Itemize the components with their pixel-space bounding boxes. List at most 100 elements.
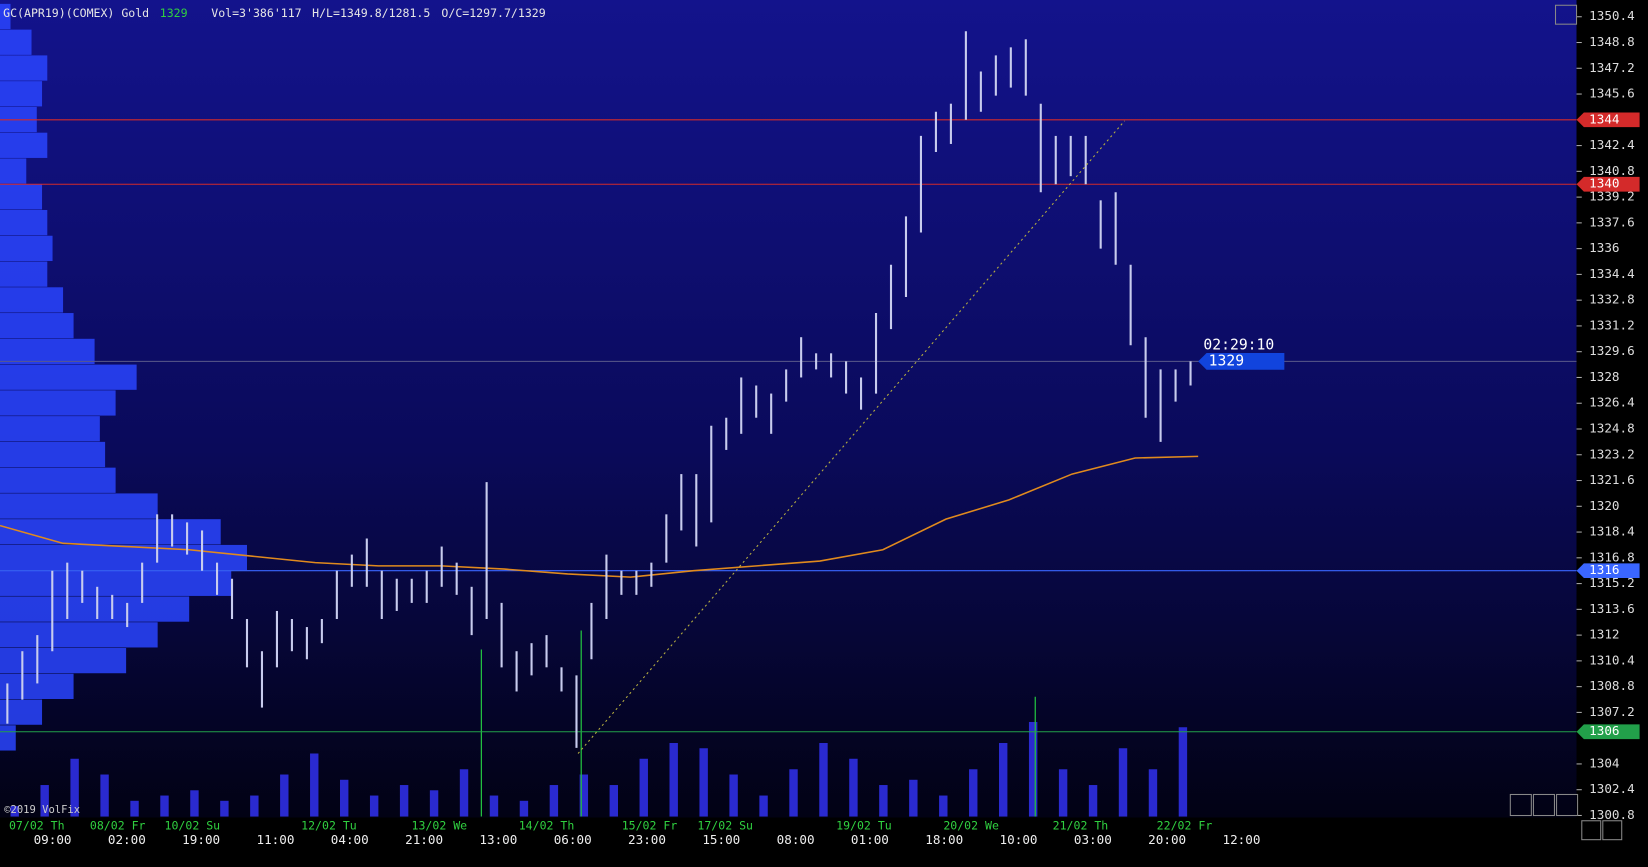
profile-bar	[0, 132, 48, 158]
volume-bar	[759, 795, 768, 817]
y-tick-label: 1324.8	[1589, 420, 1635, 435]
x-date-label: 08/02 Fr	[90, 819, 146, 833]
y-tick-label: 1326.4	[1589, 395, 1635, 410]
y-tick-label: 1318.4	[1589, 524, 1635, 539]
x-time-label: 19:00	[182, 832, 220, 847]
y-tick-label: 1336	[1589, 240, 1619, 255]
profile-bar	[0, 338, 95, 365]
profile-bar	[0, 390, 116, 416]
profile-bar	[0, 622, 158, 648]
volume-bar	[190, 790, 199, 817]
x-time-label: 11:00	[256, 832, 294, 847]
profile-bar	[0, 416, 100, 442]
profile-bar	[0, 184, 43, 210]
last-price-label: 1329	[1209, 352, 1244, 369]
layout-icon[interactable]	[1532, 793, 1555, 817]
volume-bar	[1058, 769, 1068, 817]
y-tick-label: 1302.4	[1589, 781, 1635, 796]
profile-bar	[0, 493, 158, 519]
volume-bar	[489, 795, 499, 817]
profile-bar	[0, 261, 48, 287]
volume-bar	[100, 774, 109, 817]
y-tick-label: 1312	[1589, 627, 1619, 642]
profile-bar	[0, 3, 11, 30]
x-date-label: 19/02 Tu	[836, 819, 892, 833]
level-label: 1340	[1589, 176, 1619, 191]
last-price-header: 1329	[160, 6, 188, 20]
symbol: GC(APR19)(COMEX) Gold	[3, 6, 149, 20]
x-date-label: 13/02 We	[412, 819, 468, 833]
open-close-info: O/C=1297.7/1329	[441, 6, 545, 20]
level-tag	[1576, 176, 1640, 192]
x-time-label: 08:00	[777, 832, 815, 847]
volume-bar	[369, 795, 379, 817]
y-tick-label: 1308.8	[1589, 678, 1635, 693]
x-time-label: 13:00	[479, 832, 517, 847]
copyright: ©2019 VolFix	[4, 804, 80, 816]
y-tick-label: 1348.8	[1589, 34, 1635, 49]
x-time-label: 20:00	[1148, 832, 1186, 847]
volume-bar	[70, 758, 79, 817]
level-tag	[1576, 563, 1640, 579]
y-tick-label: 1345.6	[1589, 86, 1635, 101]
x-date-label: 14/02 Th	[519, 819, 575, 833]
y-tick-label: 1313.6	[1589, 601, 1635, 616]
volume-bar	[699, 748, 708, 817]
profile-bar	[0, 29, 32, 55]
volume-bar	[969, 769, 978, 817]
profile-bar	[0, 81, 43, 107]
tool-icon[interactable]	[1554, 4, 1578, 25]
plot-background	[0, 0, 1577, 818]
x-date-label: 20/02 We	[943, 819, 999, 833]
y-tick-label: 1331.2	[1589, 317, 1635, 332]
expand-icon[interactable]	[1556, 793, 1579, 817]
volume-bar	[220, 800, 229, 817]
y-tick-label: 1334.4	[1589, 266, 1635, 281]
profile-bar	[0, 287, 64, 313]
y-tick-label: 1320	[1589, 498, 1619, 513]
y-tick-label: 1300.8	[1589, 807, 1635, 822]
volume-bar	[669, 742, 678, 817]
volume-bar	[579, 774, 589, 817]
y-tick-label: 1316.8	[1589, 549, 1635, 564]
x-date-label: 17/02 Su	[697, 819, 753, 833]
volume-bar	[1118, 748, 1128, 817]
profile-bar	[0, 158, 27, 184]
volume-bar	[609, 785, 618, 817]
y-tick-label: 1328	[1589, 369, 1619, 384]
price-axis-panel	[1576, 0, 1648, 867]
volume-bar	[310, 753, 319, 817]
y-tick-label: 1315.2	[1589, 575, 1635, 590]
grid-icon[interactable]	[1509, 793, 1532, 817]
x-date-label: 07/02 Th	[9, 819, 65, 833]
time-axis-panel	[0, 817, 1577, 867]
profile-bar	[0, 55, 48, 81]
y-tick-label: 1337.6	[1589, 214, 1635, 229]
scroll-right-icon[interactable]	[1602, 820, 1623, 841]
volume-bar	[1178, 727, 1188, 817]
x-time-label: 23:00	[628, 832, 666, 847]
volume-bar	[130, 800, 139, 817]
volume-bar	[939, 795, 948, 817]
x-time-label: 04:00	[331, 832, 369, 847]
chart-layer: 1350.4 1348.8 1347.2 1345.6 1342.4 1340.8 1339…	[0, 3, 1640, 847]
volume-bar	[40, 785, 49, 817]
x-time-label: 02:00	[108, 832, 146, 847]
high-low-info: H/L=1349.8/1281.5	[312, 6, 430, 20]
volume-bar	[160, 795, 169, 817]
level-label: 1316	[1589, 562, 1619, 577]
scroll-left-icon[interactable]	[1581, 820, 1602, 841]
y-tick-label: 1342.4	[1589, 137, 1635, 152]
average-line	[0, 455, 1199, 578]
volume-bar	[849, 758, 858, 817]
last-price-tag	[1198, 352, 1285, 370]
x-time-label: 12:00	[1222, 832, 1260, 847]
volume-bar	[909, 779, 918, 817]
volume-bar	[1148, 769, 1158, 817]
profile-bar	[0, 647, 127, 674]
x-date-label: 22/02 Fr	[1157, 819, 1213, 833]
y-tick-label: 1347.2	[1589, 60, 1635, 75]
level-tag	[1576, 112, 1640, 128]
volume-bar	[998, 742, 1008, 817]
